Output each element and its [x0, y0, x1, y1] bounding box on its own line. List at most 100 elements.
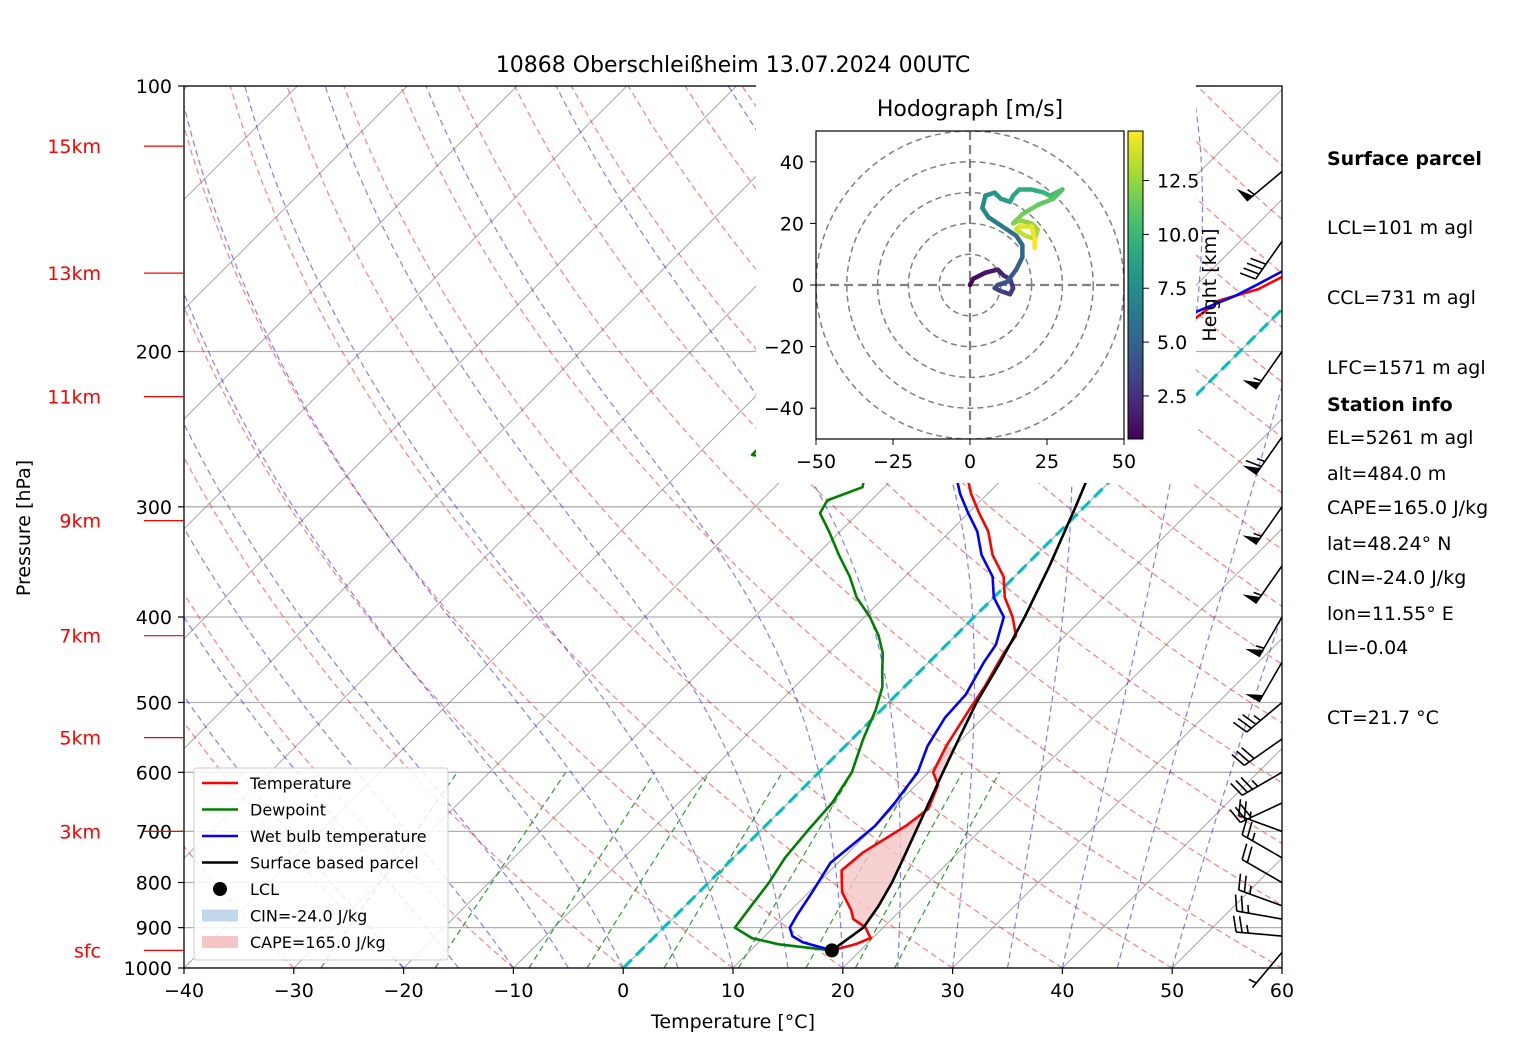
- mixing-ratio-line: [805, 772, 917, 968]
- isotherm-line: [1062, 747, 1282, 968]
- wind-barb: [1236, 170, 1283, 202]
- legend-label: Temperature: [249, 774, 351, 793]
- dry-adiabat: [184, 124, 844, 968]
- surface-el: EL=5261 m agl: [1327, 427, 1474, 450]
- wind-barb: [1242, 565, 1283, 605]
- wind-barb: [1245, 661, 1283, 703]
- wind-barb: [1231, 738, 1283, 767]
- wind-barb: [1234, 894, 1283, 920]
- legend-label: Wet bulb temperature: [250, 827, 427, 846]
- height-label: 7km: [59, 626, 101, 648]
- station-lat: lat=48.24° N: [1327, 533, 1452, 556]
- isotherm-line: [184, 86, 628, 530]
- x-tick-label: 20: [831, 980, 855, 1002]
- legend-label: LCL: [250, 880, 279, 899]
- isotherm-line: [184, 86, 737, 640]
- hodograph-x-tick-label: −50: [796, 451, 836, 473]
- colorbar-label: Height [km]: [1199, 228, 1221, 341]
- legend-entry: CIN=-24.0 J/kg: [202, 907, 367, 926]
- wind-barb: [1242, 436, 1283, 476]
- moist-adiabat: [324, 86, 789, 968]
- hodograph-segment: [970, 270, 988, 282]
- legend-entry: Surface based parcel: [202, 854, 419, 873]
- x-tick-label: −40: [164, 980, 204, 1002]
- dry-adiabat: [184, 456, 624, 968]
- wind-barb: [1242, 506, 1283, 545]
- x-tick-label: 40: [1050, 980, 1074, 1002]
- y-axis-label: Pressure [hPa]: [13, 460, 35, 596]
- surface-lcl: LCL=101 m agl: [1327, 217, 1474, 240]
- legend-entry: CAPE=165.0 J/kg: [202, 933, 386, 952]
- height-label: 3km: [59, 821, 101, 843]
- wind-barb: [1237, 873, 1283, 907]
- x-tick-label: 50: [1160, 980, 1184, 1002]
- isotherm-line: [184, 86, 518, 420]
- legend-label: CIN=-24.0 J/kg: [250, 907, 367, 926]
- x-tick-label: −10: [493, 980, 533, 1002]
- dry-adiabat: [855, 86, 1282, 494]
- wind-barbs: [1229, 170, 1283, 989]
- wind-barb: [1248, 951, 1283, 989]
- y-tick-label: 900: [136, 918, 172, 940]
- dry-adiabat: [229, 86, 953, 968]
- surface-li: LI=-0.04: [1327, 636, 1409, 659]
- hodograph-segment: [1013, 255, 1025, 272]
- moist-adiabat: [184, 422, 569, 968]
- moist-adiabat: [1171, 613, 1282, 968]
- x-tick-label: 60: [1270, 980, 1294, 1002]
- x-tick-label: −30: [274, 980, 314, 1002]
- colorbar-tick-label: 2.5: [1157, 386, 1187, 408]
- hodograph-y-tick-label: −20: [764, 337, 804, 359]
- moist-adiabat: [184, 526, 514, 968]
- legend-label: Surface based parcel: [250, 854, 419, 873]
- mixing-ratio-line: [586, 771, 711, 968]
- mixing-ratio-line: [738, 771, 854, 968]
- mixing-ratio-line: [434, 771, 567, 968]
- colorbar: [1127, 130, 1144, 440]
- wind-barb: [1242, 351, 1283, 390]
- y-tick-label: 600: [136, 762, 172, 784]
- cape-area: [841, 746, 956, 927]
- hodograph-x-tick-label: −25: [873, 451, 913, 473]
- surface-parcel-info: Surface parcel LCL=101 m agl CCL=731 m a…: [1327, 101, 1488, 753]
- mixing-ratio-line: [663, 771, 783, 968]
- legend: Temperature Dewpoint Wet bulb temperature S…: [193, 767, 449, 961]
- y-tick-label: 800: [136, 873, 172, 895]
- height-label: 11km: [47, 387, 101, 409]
- hodograph-y-tick-label: −40: [764, 398, 804, 420]
- surface-ct: CT=21.7 °C: [1327, 706, 1439, 729]
- station-alt: alt=484.0 m: [1327, 463, 1447, 486]
- wind-barb: [1241, 843, 1283, 884]
- x-tick-label: 10: [721, 980, 745, 1002]
- freezing-line: [622, 307, 1282, 968]
- surface-lfc: LFC=1571 m agl: [1327, 357, 1486, 380]
- y-tick-label: 300: [136, 497, 172, 519]
- wind-barb: [1229, 802, 1283, 824]
- x-tick-label: 0: [617, 980, 629, 1002]
- legend-box: [193, 767, 449, 961]
- x-axis-label: Temperature [°C]: [650, 1011, 815, 1033]
- isotherm-line: [513, 198, 1282, 968]
- legend-label: CAPE=165.0 J/kg: [250, 933, 386, 952]
- y-tick-label: 1000: [124, 958, 172, 980]
- y-tick-label: 700: [136, 821, 172, 843]
- colorbar-tick-label: 12.5: [1157, 171, 1199, 193]
- dry-adiabat: [184, 305, 734, 968]
- moist-adiabat: [244, 86, 734, 968]
- station-info: Station info alt=484.0 m lat=48.24° N lo…: [1327, 347, 1454, 650]
- isotherm-line: [842, 528, 1282, 968]
- moist-adiabat: [425, 86, 844, 968]
- isotherm-line: [184, 86, 408, 310]
- mixing-ratio-line: [528, 771, 656, 968]
- hodograph-x-tick-label: 50: [1112, 451, 1136, 473]
- chart-title: 10868 Oberschleißheim 13.07.2024 00UTC: [496, 53, 971, 78]
- hodograph-y-tick-label: 20: [780, 213, 804, 235]
- station-lon: lon=11.55° E: [1327, 603, 1454, 626]
- y-tick-label: 200: [136, 342, 172, 364]
- x-tick-label: −20: [384, 980, 424, 1002]
- hodograph-y-tick-label: 0: [792, 275, 804, 297]
- colorbar-tick-label: 10.0: [1157, 224, 1199, 246]
- station-info-title: Station info: [1327, 393, 1453, 416]
- hodograph-y-tick-label: 40: [780, 152, 804, 174]
